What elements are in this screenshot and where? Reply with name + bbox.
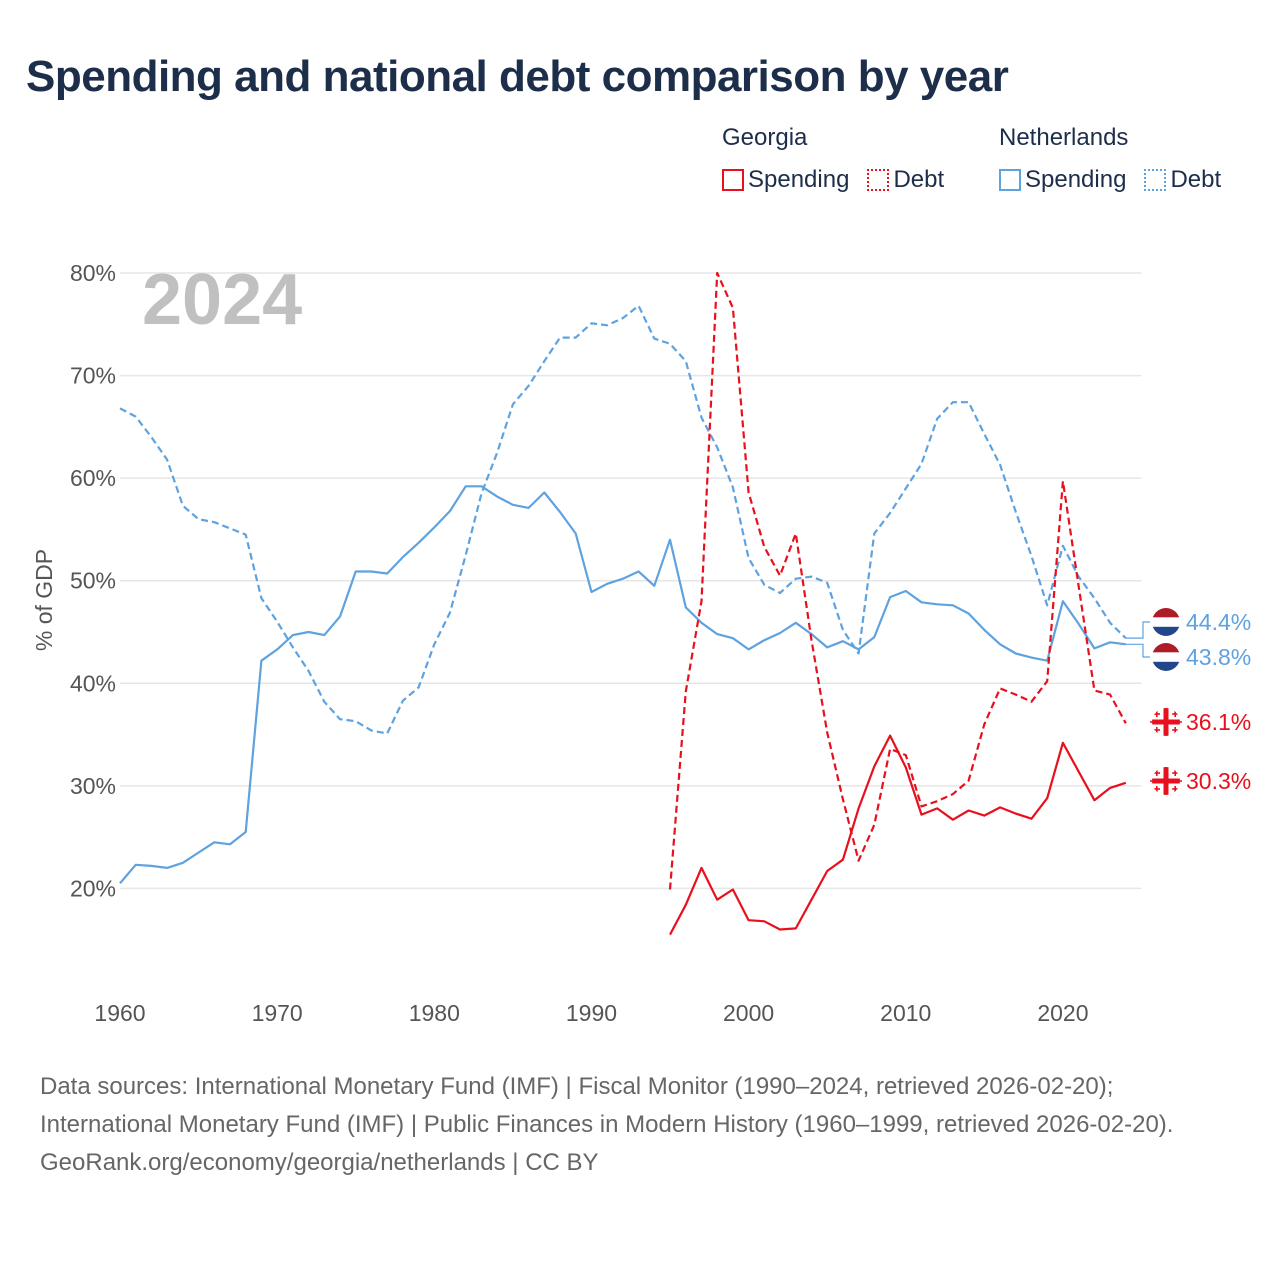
data-sources: Data sources: International Monetary Fun… (40, 1073, 1174, 1138)
legend-label: Spending (748, 166, 850, 193)
solid-line-swatch-icon (722, 169, 744, 191)
end-label-georgia-debt: 36.1% (1186, 709, 1251, 735)
series-line-netherlands-spending[interactable] (119, 485, 1126, 885)
year-watermark: 2024 (142, 260, 302, 340)
series-line-netherlands-debt[interactable] (119, 304, 1127, 735)
leader-line (1125, 643, 1150, 658)
dotted-line-swatch-icon (867, 169, 890, 191)
end-label-netherlands-debt: 44.4% (1186, 609, 1251, 635)
x-tick-label: 1960 (94, 1000, 145, 1026)
legend-label: Spending (1025, 166, 1127, 193)
netherlands-flag-icon (1152, 608, 1180, 636)
georgia-flag-icon (1152, 708, 1180, 736)
georgia-flag-icon (1152, 767, 1180, 795)
y-tick-label: 30% (70, 773, 116, 799)
x-tick-label: 2010 (880, 1000, 931, 1026)
dotted-line-swatch-icon (1144, 169, 1167, 191)
y-tick-label: 50% (70, 568, 116, 594)
chart-title: Spending and national debt comparison by… (26, 52, 1009, 101)
y-tick-label: 70% (70, 363, 116, 389)
x-tick-label: 1970 (252, 1000, 303, 1026)
y-axis-label: % of GDP (31, 549, 57, 651)
legend-item-netherlands-debt[interactable]: Debt (1144, 166, 1221, 194)
leader-line (1125, 621, 1150, 639)
legend-item-netherlands-spending[interactable]: Spending (999, 166, 1126, 194)
x-tick-label: 2000 (723, 1000, 774, 1026)
y-tick-label: 20% (70, 875, 116, 901)
netherlands-flag-icon (1152, 643, 1180, 671)
legend-group-title: Georgia (722, 124, 808, 151)
x-tick-label: 1990 (566, 1000, 617, 1026)
end-label-georgia-spending: 30.3% (1186, 768, 1251, 794)
end-label-netherlands-spending: 43.8% (1186, 644, 1251, 670)
legend-group-title: Netherlands (999, 124, 1129, 151)
line-chart: 20% 30% 40% 50% 60% 70% 80% 1960 1970 1980 1990 200… (31, 260, 1251, 1026)
y-tick-label: 80% (70, 260, 116, 286)
x-tick-label: 2020 (1037, 1000, 1088, 1026)
legend-label: Debt (1170, 166, 1222, 193)
legend-item-georgia-spending[interactable]: Spending (722, 166, 849, 194)
solid-line-swatch-icon (999, 169, 1021, 191)
series-line-georgia-spending[interactable] (669, 734, 1127, 936)
y-tick-label: 40% (70, 670, 116, 696)
x-tick-label: 1980 (409, 1000, 460, 1026)
credit-link[interactable]: GeoRank.org/economy/georgia/netherlands … (40, 1149, 599, 1176)
legend-group-georgia: Georgia Spending Debt (722, 124, 944, 194)
footer: Data sources: International Monetary Fun… (40, 1068, 1240, 1182)
legend-item-georgia-debt[interactable]: Debt (867, 166, 944, 194)
legend-label: Debt (893, 166, 945, 193)
y-tick-label: 60% (70, 465, 116, 491)
legend-group-netherlands: Netherlands Spending Debt (999, 124, 1221, 194)
